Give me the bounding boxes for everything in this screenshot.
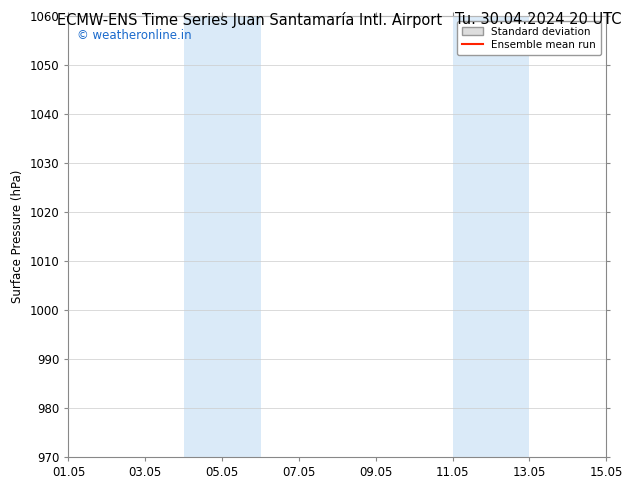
- Text: ECMW-ENS Time Series Juan Santamaría Intl. Airport: ECMW-ENS Time Series Juan Santamaría Int…: [57, 12, 442, 28]
- Y-axis label: Surface Pressure (hPa): Surface Pressure (hPa): [11, 170, 24, 303]
- Bar: [184, 16, 261, 457]
- Legend: Standard deviation, Ensemble mean run: Standard deviation, Ensemble mean run: [456, 22, 601, 55]
- Text: Tu. 30.04.2024 20 UTC: Tu. 30.04.2024 20 UTC: [455, 12, 621, 27]
- Bar: [453, 16, 529, 457]
- Text: © weatheronline.in: © weatheronline.in: [77, 29, 191, 42]
